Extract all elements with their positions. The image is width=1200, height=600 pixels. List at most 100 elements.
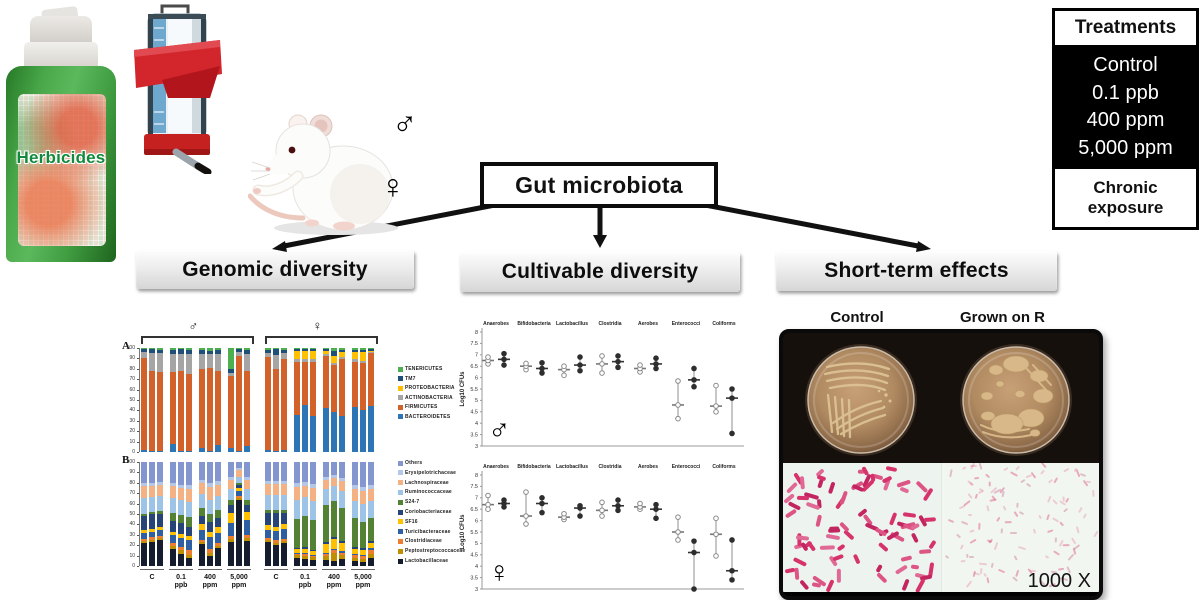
y-tick — [137, 524, 139, 526]
x-group-label: 5,000 ppm — [348, 574, 378, 590]
stacked-bar — [186, 462, 192, 566]
stacked-bar — [281, 348, 287, 452]
data-point — [653, 361, 659, 367]
bar-segment — [352, 500, 358, 519]
microscopy-control-half — [783, 463, 941, 592]
bar-segment — [170, 482, 176, 487]
data-point — [501, 356, 507, 363]
bacterium-rod — [945, 555, 950, 560]
bar-segment — [294, 351, 300, 360]
bar-segment — [339, 491, 345, 508]
bacterium-rod — [1063, 467, 1070, 473]
bar-segment — [323, 356, 329, 409]
bar-segment — [215, 370, 221, 445]
stacked-bar — [339, 348, 345, 452]
bar-segment — [360, 350, 366, 353]
bar-segment — [244, 537, 250, 542]
bacterium-rod — [786, 482, 799, 494]
x-group-label: 5,000 ppm — [224, 574, 254, 590]
bacterium-rod — [965, 580, 972, 589]
y-tick-label: 5.5 — [470, 530, 478, 536]
bar-segment — [294, 519, 300, 549]
bar-segment — [281, 353, 287, 360]
bar-segment — [323, 559, 329, 566]
category-label: Aerobes — [638, 321, 658, 327]
bar-segment — [236, 500, 242, 566]
bar-segment — [352, 549, 358, 554]
bar-segment — [207, 499, 213, 515]
y-tick-label: 30 — [129, 531, 135, 538]
legend-swatch — [398, 548, 403, 554]
category-label: Enterococci — [672, 321, 701, 327]
legend-swatch — [398, 538, 403, 544]
legend-label: Coriobacteriaceae — [405, 509, 452, 515]
bacterium-rod — [1044, 555, 1050, 559]
y-tick — [137, 555, 139, 557]
y-tick-label: 8 — [475, 473, 478, 479]
bacterium-rod — [1018, 545, 1027, 550]
bar-segment — [228, 513, 234, 524]
bar-segment — [244, 534, 250, 538]
bacterium-rod — [797, 495, 810, 500]
bar-segment — [244, 489, 250, 500]
x-group-underline — [140, 569, 164, 570]
bar-segment — [157, 462, 163, 482]
data-point — [637, 500, 643, 507]
bar-segment — [244, 499, 250, 505]
bacterium-rod — [989, 498, 997, 502]
bar-segment — [215, 509, 221, 519]
stacked-bar — [331, 348, 337, 452]
stacked-bar — [294, 462, 300, 566]
data-point — [729, 386, 735, 392]
bacterium-rod — [1061, 496, 1065, 502]
bacterium-rod — [1082, 513, 1087, 519]
y-tick-label: 6.5 — [470, 507, 478, 513]
bar-segment — [352, 350, 358, 353]
y-tick — [137, 493, 139, 495]
legend-label: TM7 — [405, 375, 416, 382]
stacked-bar — [186, 348, 192, 452]
bar-segment — [186, 550, 192, 555]
legend-item: PROTEOBACTERIA — [398, 385, 455, 391]
colony-streaks — [980, 364, 1052, 439]
y-tick — [137, 545, 139, 547]
bar-segment — [368, 500, 374, 519]
legend-swatch — [398, 499, 403, 505]
x-group-underline — [322, 569, 346, 570]
bar-segment — [265, 509, 271, 513]
stacked-bar — [302, 348, 308, 452]
bar-segment — [149, 528, 155, 532]
data-point — [729, 395, 735, 401]
data-point — [577, 367, 583, 374]
bar-segment — [323, 348, 329, 350]
male-symbol: ♂ — [392, 104, 418, 142]
bacterium-rod — [988, 481, 991, 488]
rat-illustration — [248, 114, 398, 235]
stacked-bar — [178, 348, 184, 452]
bar-segment — [310, 359, 316, 362]
bar-segment — [228, 535, 234, 539]
branch-genomic-diversity: Genomic diversity — [136, 250, 414, 289]
bar-segment — [186, 540, 192, 551]
treatment-item: 0.1 ppb — [1092, 81, 1159, 104]
bar-segment — [141, 482, 147, 486]
bar-segment — [215, 546, 221, 549]
bar-segment — [339, 350, 345, 353]
bar-segment — [141, 348, 147, 350]
bar-segment — [207, 367, 213, 451]
legend-label: BACTEROIDETES — [405, 413, 451, 420]
panel-label: B — [122, 454, 130, 466]
bar-segment — [236, 348, 242, 350]
stacked-bar — [265, 462, 271, 566]
bar-segment — [265, 529, 271, 538]
bar-segment — [228, 499, 234, 505]
bar-segment — [302, 351, 308, 360]
bar-segment — [228, 538, 234, 543]
stacked-bar — [360, 462, 366, 566]
data-point — [615, 507, 621, 514]
bar-segment — [157, 348, 163, 351]
bar-segment — [236, 476, 242, 483]
bar-segment — [244, 350, 250, 355]
bar-segment — [273, 462, 279, 481]
legend-label: PROTEOBACTERIA — [405, 385, 455, 391]
